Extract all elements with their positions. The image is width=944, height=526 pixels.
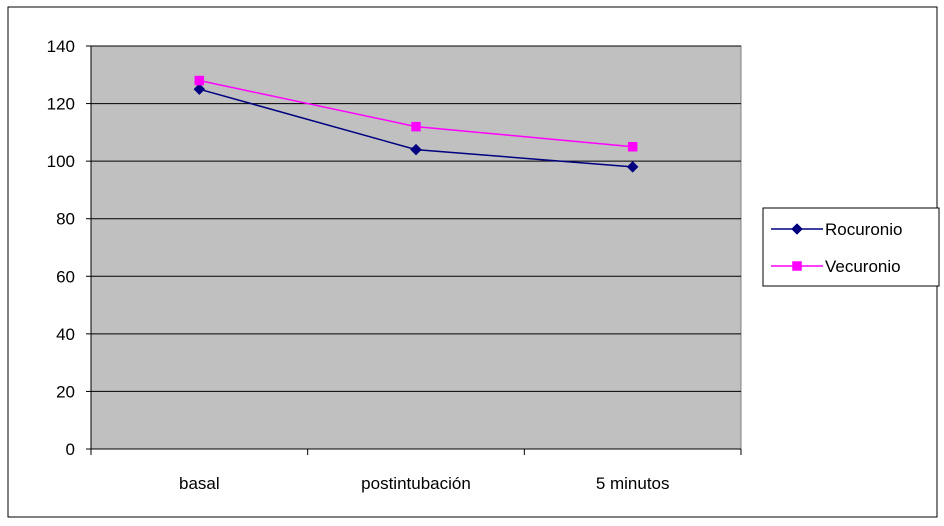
data-point [627, 142, 638, 152]
data-point [410, 143, 422, 156]
legend-swatch-marker [791, 223, 803, 235]
legend: Rocuronio Vecuronio [762, 207, 940, 287]
legend-item: Rocuronio [771, 220, 903, 239]
series-vecuronio [194, 75, 638, 152]
x-tick-label: 5 minutos [596, 474, 670, 493]
y-tick-label: 20 [56, 382, 75, 401]
legend-item: Vecuronio [771, 257, 901, 276]
y-tick-label: 0 [66, 440, 75, 459]
y-tick-label: 60 [56, 267, 75, 286]
y-tick-label: 40 [56, 325, 75, 344]
y-tick-label: 100 [47, 152, 75, 171]
y-tick-label: 140 [47, 37, 75, 56]
legend-swatch-marker [792, 261, 802, 271]
legend-box [762, 207, 940, 287]
series-rocuronio [193, 83, 639, 173]
y-tick-label: 120 [47, 95, 75, 114]
data-point [194, 75, 205, 86]
legend-label: Rocuronio [825, 220, 903, 239]
data-point [193, 83, 206, 96]
axes: 0 20 40 60 80 100 120 140 basal postintubación 5 m… [47, 37, 742, 493]
data-point [626, 161, 639, 173]
legend-label: Vecuronio [825, 257, 901, 276]
y-tick-label: 80 [56, 210, 75, 229]
data-point [411, 121, 421, 132]
plot-area [90, 45, 742, 450]
gridlines [91, 45, 741, 392]
x-tick-label: postintubación [361, 474, 471, 493]
series [193, 75, 639, 173]
x-tick-label: basal [179, 474, 220, 493]
